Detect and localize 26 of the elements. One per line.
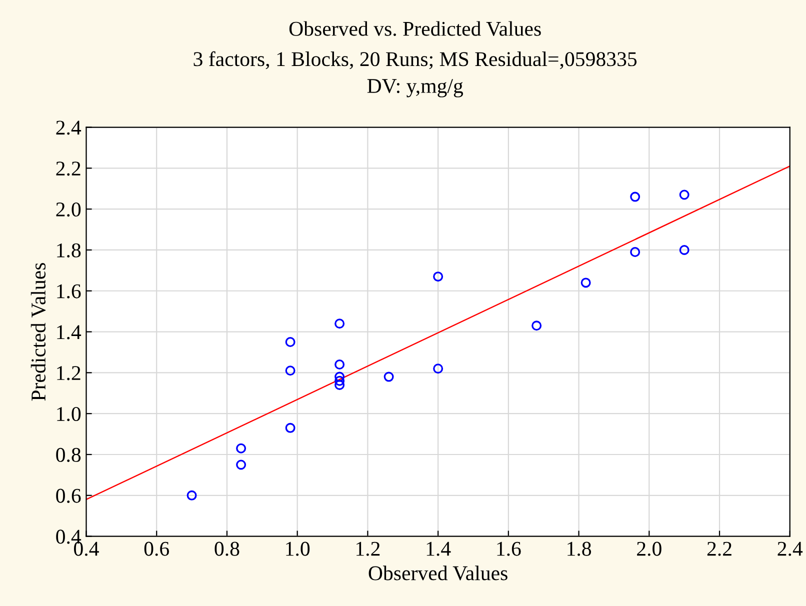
chart-title: Observed vs. Predicted Values [289,21,541,36]
x-tick-label: 2.0 [637,542,662,556]
y-tick-label: 1.4 [57,325,82,340]
x-tick-label: 1.8 [568,542,592,556]
y-tick-label: 0.6 [56,488,81,503]
y-tick-label: 2.2 [56,162,80,176]
x-tick-label: 0.6 [144,542,170,556]
x-tick-label: 1.4 [426,542,451,556]
y-tick-label: 1.6 [57,284,81,298]
y-tick-label: 2.0 [56,202,81,217]
y-tick-label: 1.0 [57,406,81,422]
x-tick-label: 0.4 [74,542,99,556]
x-tick-label: 2.2 [707,542,732,556]
y-tick-label: 1.2 [57,366,80,380]
x-tick-label: 1.2 [356,542,380,556]
y-tick-label: 2.4 [56,120,82,135]
y-tick-label: 1.8 [57,243,81,258]
y-tick-label: 0.4 [56,530,82,544]
x-tick-label: 1.0 [286,542,310,556]
y-axis-title: Predicted Values [30,263,46,401]
x-tick-label: 0.8 [214,542,240,556]
x-tick-label: 2.4 [778,542,803,556]
y-tick-label: 0.8 [56,448,81,462]
x-axis-title: Observed Values [368,566,508,580]
chart-subtitle: 3 factors, 1 Blocks, 20 Runs; MS Residual=,0598335 DV: y,mg/g [194,51,637,98]
x-tick-label: 1.6 [497,542,521,556]
